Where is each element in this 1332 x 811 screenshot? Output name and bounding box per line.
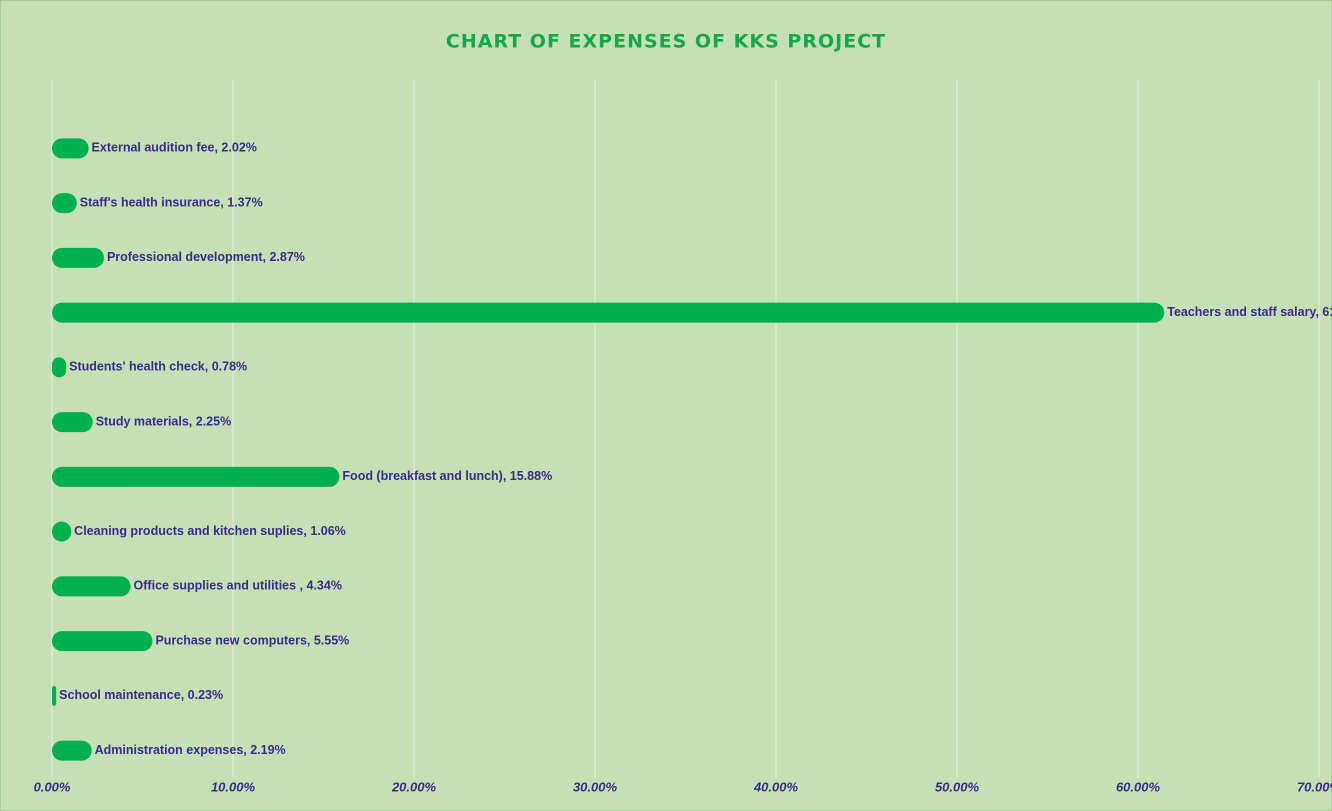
bar [52, 521, 72, 542]
data-label: Cleaning products and kitchen suplies, 1… [74, 524, 346, 538]
data-label: Administration expenses, 2.19% [95, 743, 286, 757]
x-tick-label: 40.00% [753, 779, 799, 794]
data-label: Students' health check, 0.78% [69, 360, 247, 374]
x-tick-label: 60.00% [1116, 779, 1161, 794]
bar [52, 466, 340, 487]
bar [52, 247, 104, 268]
data-label: Food (breakfast and lunch), 15.88% [342, 469, 552, 483]
x-tick-label: 50.00% [935, 779, 980, 794]
data-label: Professional development, 2.87% [107, 250, 305, 264]
data-label: Purchase new computers, 5.55% [155, 633, 349, 647]
x-tick-label: 0.00% [34, 779, 71, 794]
x-tick-label: 20.00% [391, 779, 437, 794]
bar [52, 685, 57, 706]
chart-title: CHART OF EXPENSES OF KKS PROJECT [446, 31, 886, 53]
bar [52, 576, 131, 597]
data-label: Staff's health insurance, 1.37% [80, 195, 263, 209]
bar [52, 193, 77, 214]
data-label: External audition fee, 2.02% [92, 141, 257, 155]
x-tick-label: 30.00% [573, 779, 618, 794]
x-tick-label: 10.00% [211, 779, 256, 794]
data-label: Study materials, 2.25% [96, 414, 231, 428]
bar [52, 138, 89, 159]
x-tick-label: 70.00% [1297, 779, 1332, 794]
bar [52, 740, 92, 761]
data-label: School maintenance, 0.23% [59, 688, 223, 702]
bar [52, 412, 93, 433]
data-label: Office supplies and utilities , 4.34% [134, 579, 342, 593]
data-label: Teachers and staff salary, 61.45% [1167, 305, 1332, 319]
bar [52, 302, 1165, 323]
bar [52, 357, 67, 378]
bar [52, 631, 153, 652]
